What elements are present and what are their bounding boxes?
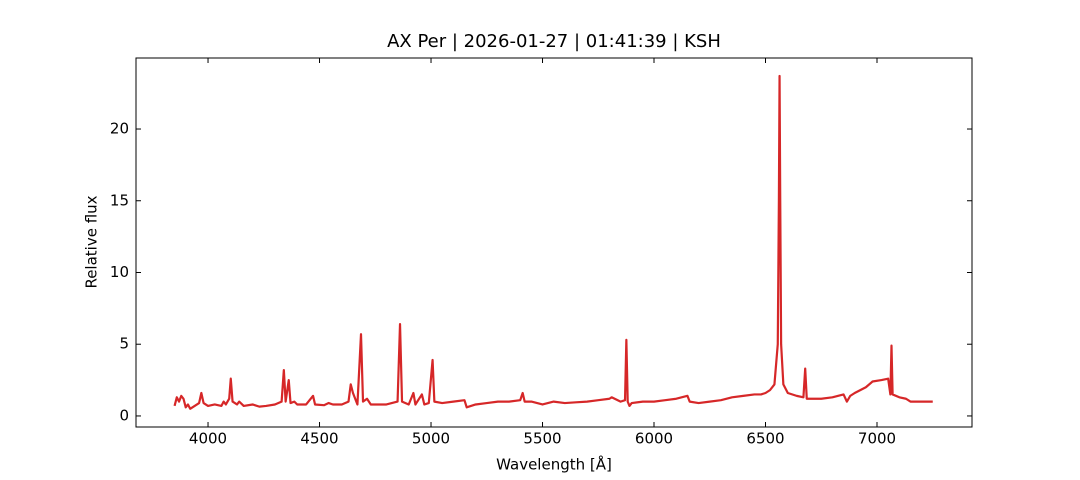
y-tick-label: 5 [119, 335, 129, 353]
x-axis-label: Wavelength [Å] [496, 455, 612, 474]
y-axis-label: Relative flux [83, 195, 101, 288]
x-tick-label: 4500 [300, 430, 338, 448]
x-tick-label: 5500 [523, 430, 561, 448]
y-tick-label: 15 [110, 191, 129, 209]
spectrum-line [173, 74, 933, 410]
y-tick-label: 10 [110, 263, 129, 281]
x-tick-label: 4000 [189, 430, 227, 448]
y-tick-label: 20 [110, 120, 129, 138]
x-tick-label: 7000 [858, 430, 896, 448]
y-tick-label: 0 [119, 406, 129, 424]
plot-frame [135, 57, 973, 428]
x-tick-label: 6500 [746, 430, 784, 448]
x-tick-label: 5000 [412, 430, 450, 448]
x-tick-label: 6000 [635, 430, 673, 448]
chart-title: AX Per | 2026-01-27 | 01:41:39 | KSH [387, 31, 721, 52]
